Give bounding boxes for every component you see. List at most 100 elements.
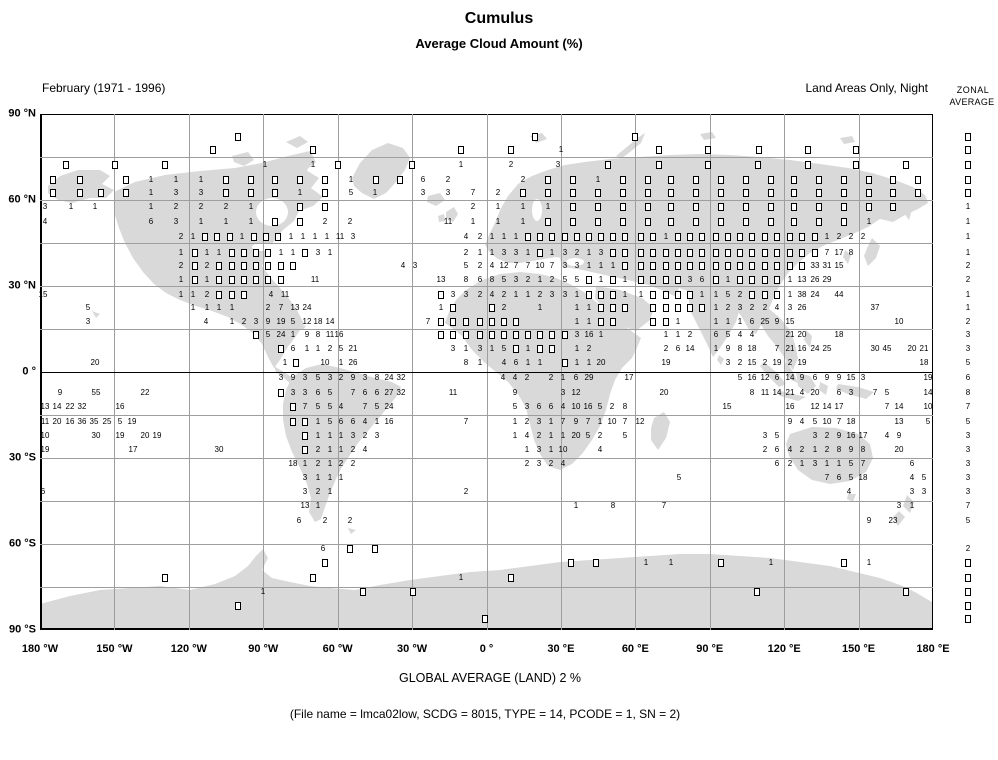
grid-value: 1 [787, 290, 793, 299]
grid-value: 20 [571, 431, 581, 440]
grid-value: 1 [216, 248, 222, 257]
grid-value-zero-square [570, 176, 576, 184]
grid-value: 19 [276, 317, 286, 326]
grid-value: 11 [448, 388, 458, 397]
grid-value-zero-square [586, 276, 592, 284]
grid-value: 1 [239, 232, 245, 241]
grid-value: 9 [896, 431, 902, 440]
grid-value: 1 [513, 290, 519, 299]
land-borneo [796, 372, 816, 394]
grid-value: 1 [525, 290, 531, 299]
grid-value-zero-square [816, 218, 822, 226]
grid-value: 1 [713, 303, 719, 312]
land-baffin [288, 156, 314, 188]
grid-value-zero-square [50, 176, 56, 184]
grid-value: 2 [204, 290, 210, 299]
grid-value: 19 [923, 373, 933, 382]
zonal-average-value-zero-square [965, 574, 971, 582]
zonal-average-value: 8 [965, 388, 971, 397]
grid-value: 1 [586, 317, 592, 326]
grid-value: 3 [549, 290, 555, 299]
grid-value-zero-square [520, 189, 526, 197]
grid-value: 4 [909, 473, 915, 482]
grid-value: 5 [812, 417, 818, 426]
grid-value-zero-square [598, 318, 604, 326]
grid-value: 1 [374, 417, 380, 426]
grid-value: 1 [327, 473, 333, 482]
grid-value: 10 [894, 317, 904, 326]
grid-value: 2 [477, 290, 483, 299]
grid-value: 6 [699, 275, 705, 284]
grid-value: 1 [489, 344, 495, 353]
land-new-siberian-is [840, 136, 855, 144]
grid-value: 13 [40, 402, 50, 411]
grid-value-zero-square [774, 291, 780, 299]
grid-value: 16 [334, 330, 344, 339]
grid-value: 16 [584, 330, 594, 339]
grid-value: 2 [350, 445, 356, 454]
grid-value-zero-square [718, 176, 724, 184]
grid-value-zero-square [297, 218, 303, 226]
grid-value-zero-square [687, 304, 693, 312]
parallel-gridline [40, 243, 933, 244]
grid-value: 20 [810, 388, 820, 397]
grid-value-zero-square [513, 345, 519, 353]
grid-value: 3 [921, 487, 927, 496]
grid-value: 9 [799, 373, 805, 382]
grid-value: 5 [315, 373, 321, 382]
grid-value: 13 [290, 303, 300, 312]
grid-value: 14 [822, 402, 832, 411]
grid-value-zero-square [737, 262, 743, 270]
grid-value: 2 [537, 290, 543, 299]
grid-value: 6 [315, 388, 321, 397]
grid-value: 6 [836, 388, 842, 397]
grid-value-zero-square [241, 262, 247, 270]
grid-value: 7 [278, 303, 284, 312]
grid-value: 3 [450, 290, 456, 299]
grid-value: 19 [127, 417, 137, 426]
zonal-average-header-line2: AVERAGE [949, 97, 995, 107]
grid-value-zero-square [214, 233, 220, 241]
grid-value-zero-square [749, 276, 755, 284]
grid-value: 21 [785, 388, 795, 397]
lon-axis-label: 60 °W [322, 643, 353, 655]
grid-value: 3 [477, 344, 483, 353]
grid-value-zero-square [310, 146, 316, 154]
grid-value: 16 [797, 344, 807, 353]
grid-value-zero-square [632, 133, 638, 141]
grid-value-zero-square [223, 176, 229, 184]
grid-value: 5 [725, 330, 731, 339]
grid-value-zero-square [549, 345, 555, 353]
grid-value: 2 [347, 516, 353, 525]
grid-value: 19 [40, 445, 50, 454]
grid-value-zero-square [622, 262, 628, 270]
zonal-average-value: 3 [965, 431, 971, 440]
grid-value: 3 [574, 330, 580, 339]
grid-value-zero-square [713, 276, 719, 284]
grid-value: 1 [282, 358, 288, 367]
grid-value: 44 [834, 290, 844, 299]
grid-value: 21 [348, 344, 358, 353]
parallel-gridline [40, 200, 933, 201]
grid-value: 2 [322, 516, 328, 525]
grid-value: 2 [173, 202, 179, 211]
grid-value-zero-square [562, 359, 568, 367]
grid-value: 5 [884, 388, 890, 397]
land-new-zealand-north [903, 495, 914, 513]
grid-value: 20 [907, 344, 917, 353]
grid-value: 6 [573, 373, 579, 382]
grid-value-zero-square [687, 233, 693, 241]
grid-value-zero-square [265, 262, 271, 270]
grid-value-zero-square [537, 331, 543, 339]
grid-value: 2 [315, 445, 321, 454]
grid-value: 1 [512, 431, 518, 440]
grid-value: 4 [268, 290, 274, 299]
zonal-average-value: 3 [965, 344, 971, 353]
grid-value: 3 [562, 261, 568, 270]
grid-value-zero-square [650, 249, 656, 257]
grid-value: 15 [834, 261, 844, 270]
grid-value: 5 [463, 261, 469, 270]
grid-value: 11 [325, 330, 335, 339]
grid-value: 3 [302, 473, 308, 482]
grid-value-zero-square [162, 161, 168, 169]
